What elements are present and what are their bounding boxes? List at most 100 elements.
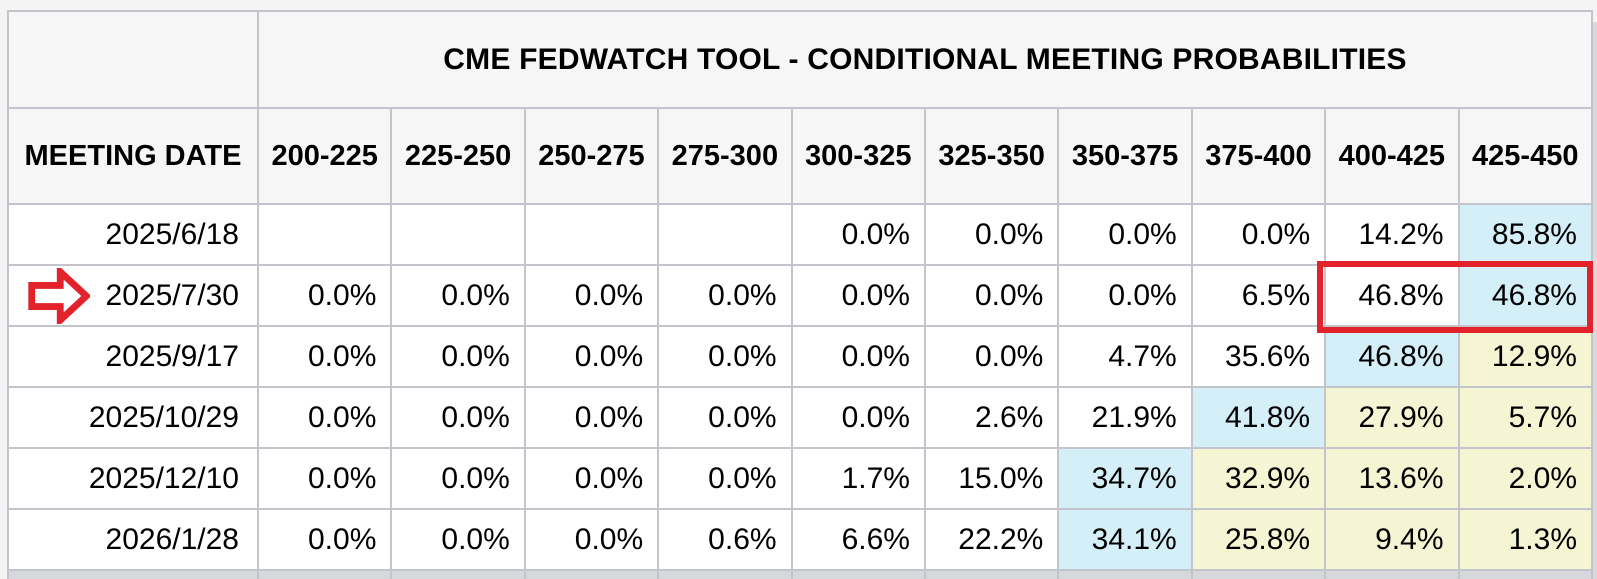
- table-row: 2026/1/28 0.0% 0.0% 0.0% 0.6% 6.6% 22.2% 34.1% 2…: [7, 508, 1594, 571]
- prob-cell: 0.0%: [657, 447, 793, 510]
- prob-cell: 85.8%: [1457, 203, 1594, 266]
- prob-cell: 21.9%: [1057, 386, 1193, 449]
- date-cell: 2025/12/10: [7, 447, 259, 510]
- prob-cell: 0.0%: [523, 447, 660, 510]
- prob-cell: 0.0%: [657, 264, 793, 327]
- prob-cell: 12.9%: [1457, 325, 1594, 388]
- partial-cell: [923, 569, 1060, 579]
- partial-cell: [1457, 569, 1594, 579]
- prob-cell: 0.0%: [790, 325, 926, 388]
- rate-header-row: MEETING DATE 200-225 225-250 250-275 275-30…: [7, 107, 1594, 205]
- partial-cell: [790, 569, 926, 579]
- prob-cell: 41.8%: [1190, 386, 1327, 449]
- table-row: 2025/6/18 0.0% 0.0% 0.0% 0.0% 14.2% 85.8%: [7, 203, 1594, 266]
- prob-cell: 0.0%: [523, 508, 660, 571]
- prob-cell: 4.7%: [1057, 325, 1193, 388]
- prob-cell: 46.8%: [1457, 264, 1594, 327]
- prob-cell: [657, 203, 793, 266]
- prob-cell: 0.0%: [790, 386, 926, 449]
- prob-cell: 0.0%: [256, 325, 393, 388]
- rate-column-header: 200-225: [256, 107, 393, 205]
- prob-cell: 1.3%: [1457, 508, 1594, 571]
- prob-cell: 46.8%: [1324, 325, 1460, 388]
- prob-cell: 46.8%: [1324, 264, 1460, 327]
- title-row: CME FEDWATCH TOOL - CONDITIONAL MEETING …: [7, 10, 1593, 109]
- prob-cell: 25.8%: [1190, 508, 1327, 571]
- prob-cell: 0.0%: [390, 508, 526, 571]
- prob-cell: 0.0%: [923, 325, 1060, 388]
- prob-cell: 0.0%: [1057, 264, 1193, 327]
- prob-cell: 1.7%: [790, 447, 926, 510]
- table-row: 2025/9/17 0.0% 0.0% 0.0% 0.0% 0.0% 0.0% 4.7% 35.…: [7, 325, 1594, 388]
- prob-cell: 0.0%: [523, 386, 660, 449]
- date-cell: 2025/6/18: [7, 203, 259, 266]
- rate-column-header: 375-400: [1190, 107, 1327, 205]
- prob-cell: 0.0%: [390, 447, 526, 510]
- rate-column-header: 325-350: [923, 107, 1060, 205]
- prob-cell: 0.0%: [256, 508, 393, 571]
- prob-cell: [256, 203, 393, 266]
- prob-cell: 9.4%: [1324, 508, 1460, 571]
- partial-cell: [1324, 569, 1460, 579]
- right-edge-strip: [1593, 22, 1597, 579]
- prob-cell: 15.0%: [923, 447, 1060, 510]
- prob-cell: 0.0%: [657, 325, 793, 388]
- prob-cell: 0.0%: [923, 264, 1060, 327]
- table-row: 2025/10/29 0.0% 0.0% 0.0% 0.0% 0.0% 2.6% 21.9% 4…: [7, 386, 1594, 449]
- prob-cell: 0.0%: [390, 325, 526, 388]
- corner-cell: [7, 10, 259, 109]
- prob-cell: [523, 203, 660, 266]
- meeting-date-header: MEETING DATE: [7, 107, 259, 205]
- prob-cell: 34.7%: [1057, 447, 1193, 510]
- prob-cell: 0.0%: [523, 325, 660, 388]
- prob-cell: 0.0%: [390, 386, 526, 449]
- table-row: 2025/12/10 0.0% 0.0% 0.0% 0.0% 1.7% 15.0% 34.7%…: [7, 447, 1594, 510]
- table-row: 2025/7/30 0.0% 0.0% 0.0% 0.0% 0.0% 0.0% 0.0% 6.5…: [7, 264, 1594, 327]
- prob-cell: 0.0%: [790, 264, 926, 327]
- partial-cell: [523, 569, 660, 579]
- prob-cell: 0.0%: [923, 203, 1060, 266]
- date-cell: 2025/9/17: [7, 325, 259, 388]
- prob-cell: 6.6%: [790, 508, 926, 571]
- prob-cell: 14.2%: [1324, 203, 1460, 266]
- rate-column-header: 300-325: [790, 107, 926, 205]
- partial-cell: [390, 569, 526, 579]
- prob-cell: 27.9%: [1324, 386, 1460, 449]
- rate-column-header: 425-450: [1457, 107, 1594, 205]
- date-cell: 2026/1/28: [7, 508, 259, 571]
- prob-cell: 0.0%: [390, 264, 526, 327]
- table-body: 2025/6/18 0.0% 0.0% 0.0% 0.0% 14.2% 85.8% 2025/…: [7, 203, 1594, 579]
- rate-column-header: 225-250: [390, 107, 526, 205]
- partial-cell: [657, 569, 793, 579]
- prob-cell: 0.0%: [256, 264, 393, 327]
- prob-cell: 32.9%: [1190, 447, 1327, 510]
- prob-cell: 0.6%: [657, 508, 793, 571]
- prob-cell: 0.0%: [657, 386, 793, 449]
- prob-cell: [390, 203, 526, 266]
- prob-cell: 0.0%: [256, 447, 393, 510]
- date-cell: 2025/10/29: [7, 386, 259, 449]
- prob-cell: 0.0%: [256, 386, 393, 449]
- prob-cell: 22.2%: [923, 508, 1060, 571]
- rate-column-header: 400-425: [1324, 107, 1460, 205]
- table-title: CME FEDWATCH TOOL - CONDITIONAL MEETING …: [257, 10, 1593, 109]
- rate-column-header: 275-300: [657, 107, 793, 205]
- prob-cell: 13.6%: [1324, 447, 1460, 510]
- prob-cell: 0.0%: [790, 203, 926, 266]
- prob-cell: 34.1%: [1057, 508, 1193, 571]
- prob-cell: 35.6%: [1190, 325, 1327, 388]
- partial-cell: [256, 569, 393, 579]
- rate-column-header: 350-375: [1057, 107, 1193, 205]
- partial-cell: [1057, 569, 1193, 579]
- prob-cell: 6.5%: [1190, 264, 1327, 327]
- prob-cell: 2.0%: [1457, 447, 1594, 510]
- fedwatch-table: CME FEDWATCH TOOL - CONDITIONAL MEETING …: [7, 10, 1594, 579]
- partial-cell: [7, 569, 259, 579]
- prob-cell: 0.0%: [1190, 203, 1327, 266]
- prob-cell: 2.6%: [923, 386, 1060, 449]
- prob-cell: 0.0%: [1057, 203, 1193, 266]
- partial-cell: [1190, 569, 1327, 579]
- rate-column-header: 250-275: [523, 107, 660, 205]
- prob-cell: 0.0%: [523, 264, 660, 327]
